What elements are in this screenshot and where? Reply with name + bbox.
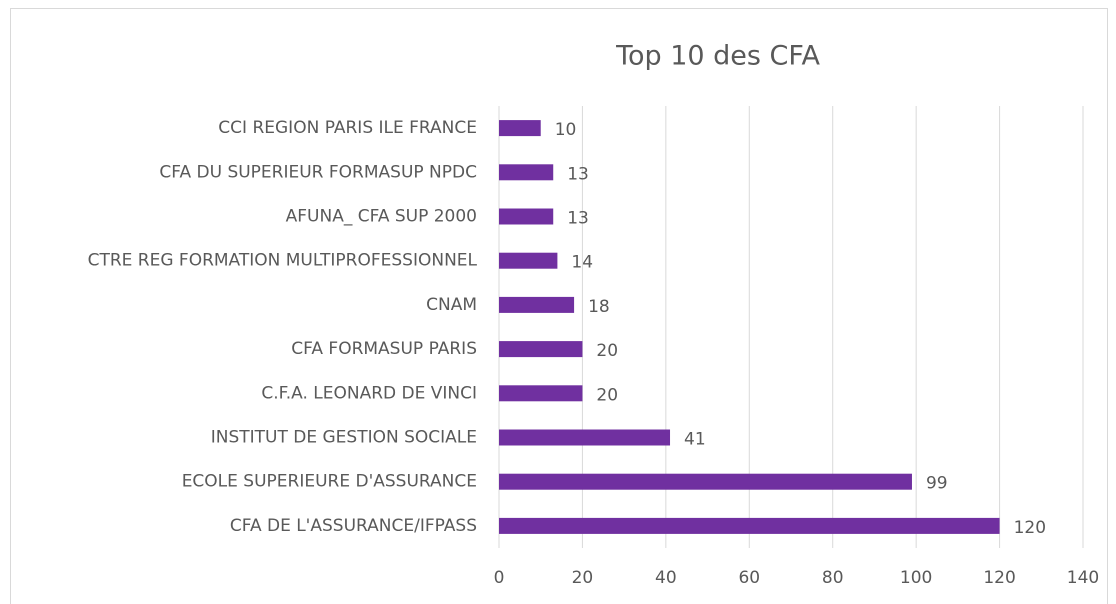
x-tick-label: 0 [494,568,505,588]
x-tick-label: 120 [983,568,1015,588]
bar [499,120,541,137]
bar [499,429,671,446]
data-label: 20 [596,385,618,405]
y-tick-label: CNAM [426,295,477,315]
data-label: 20 [596,341,618,361]
data-label: 14 [571,253,593,273]
y-tick-label: CFA FORMASUP PARIS [291,339,477,359]
x-tick-label: 40 [655,568,677,588]
x-tick-label: 60 [738,568,760,588]
y-tick-label: AFUNA_ CFA SUP 2000 [286,207,477,227]
bar [499,517,1000,534]
y-tick-label: ECOLE SUPERIEURE D'ASSURANCE [182,472,477,492]
data-label: 18 [588,297,610,317]
bar [499,296,575,313]
bar [499,341,583,358]
data-label: 13 [567,164,589,184]
data-label: 10 [555,120,577,140]
y-tick-label: CFA DE L'ASSURANCE/IFPASS [230,516,477,536]
data-label: 99 [926,474,948,494]
y-tick-label: CCI REGION PARIS ILE FRANCE [218,118,477,138]
bar [499,473,912,490]
data-label: 120 [1014,518,1046,538]
x-tick-label: 140 [1067,568,1099,588]
x-tick-label: 20 [572,568,594,588]
bar [499,164,554,181]
y-tick-label: CFA DU SUPERIEUR FORMASUP NPDC [159,162,477,182]
x-tick-label: 100 [900,568,932,588]
y-tick-label: C.F.A. LEONARD DE VINCI [261,383,477,403]
bar [499,208,554,225]
bar [499,385,583,402]
chart-title: Top 10 des CFA [615,41,820,72]
data-label: 41 [684,430,706,450]
y-tick-label: INSTITUT DE GESTION SOCIALE [211,428,477,448]
x-tick-label: 80 [822,568,844,588]
bar [499,252,558,269]
y-tick-label: CTRE REG FORMATION MULTIPROFESSIONNEL [88,251,478,271]
data-label: 13 [567,209,589,229]
